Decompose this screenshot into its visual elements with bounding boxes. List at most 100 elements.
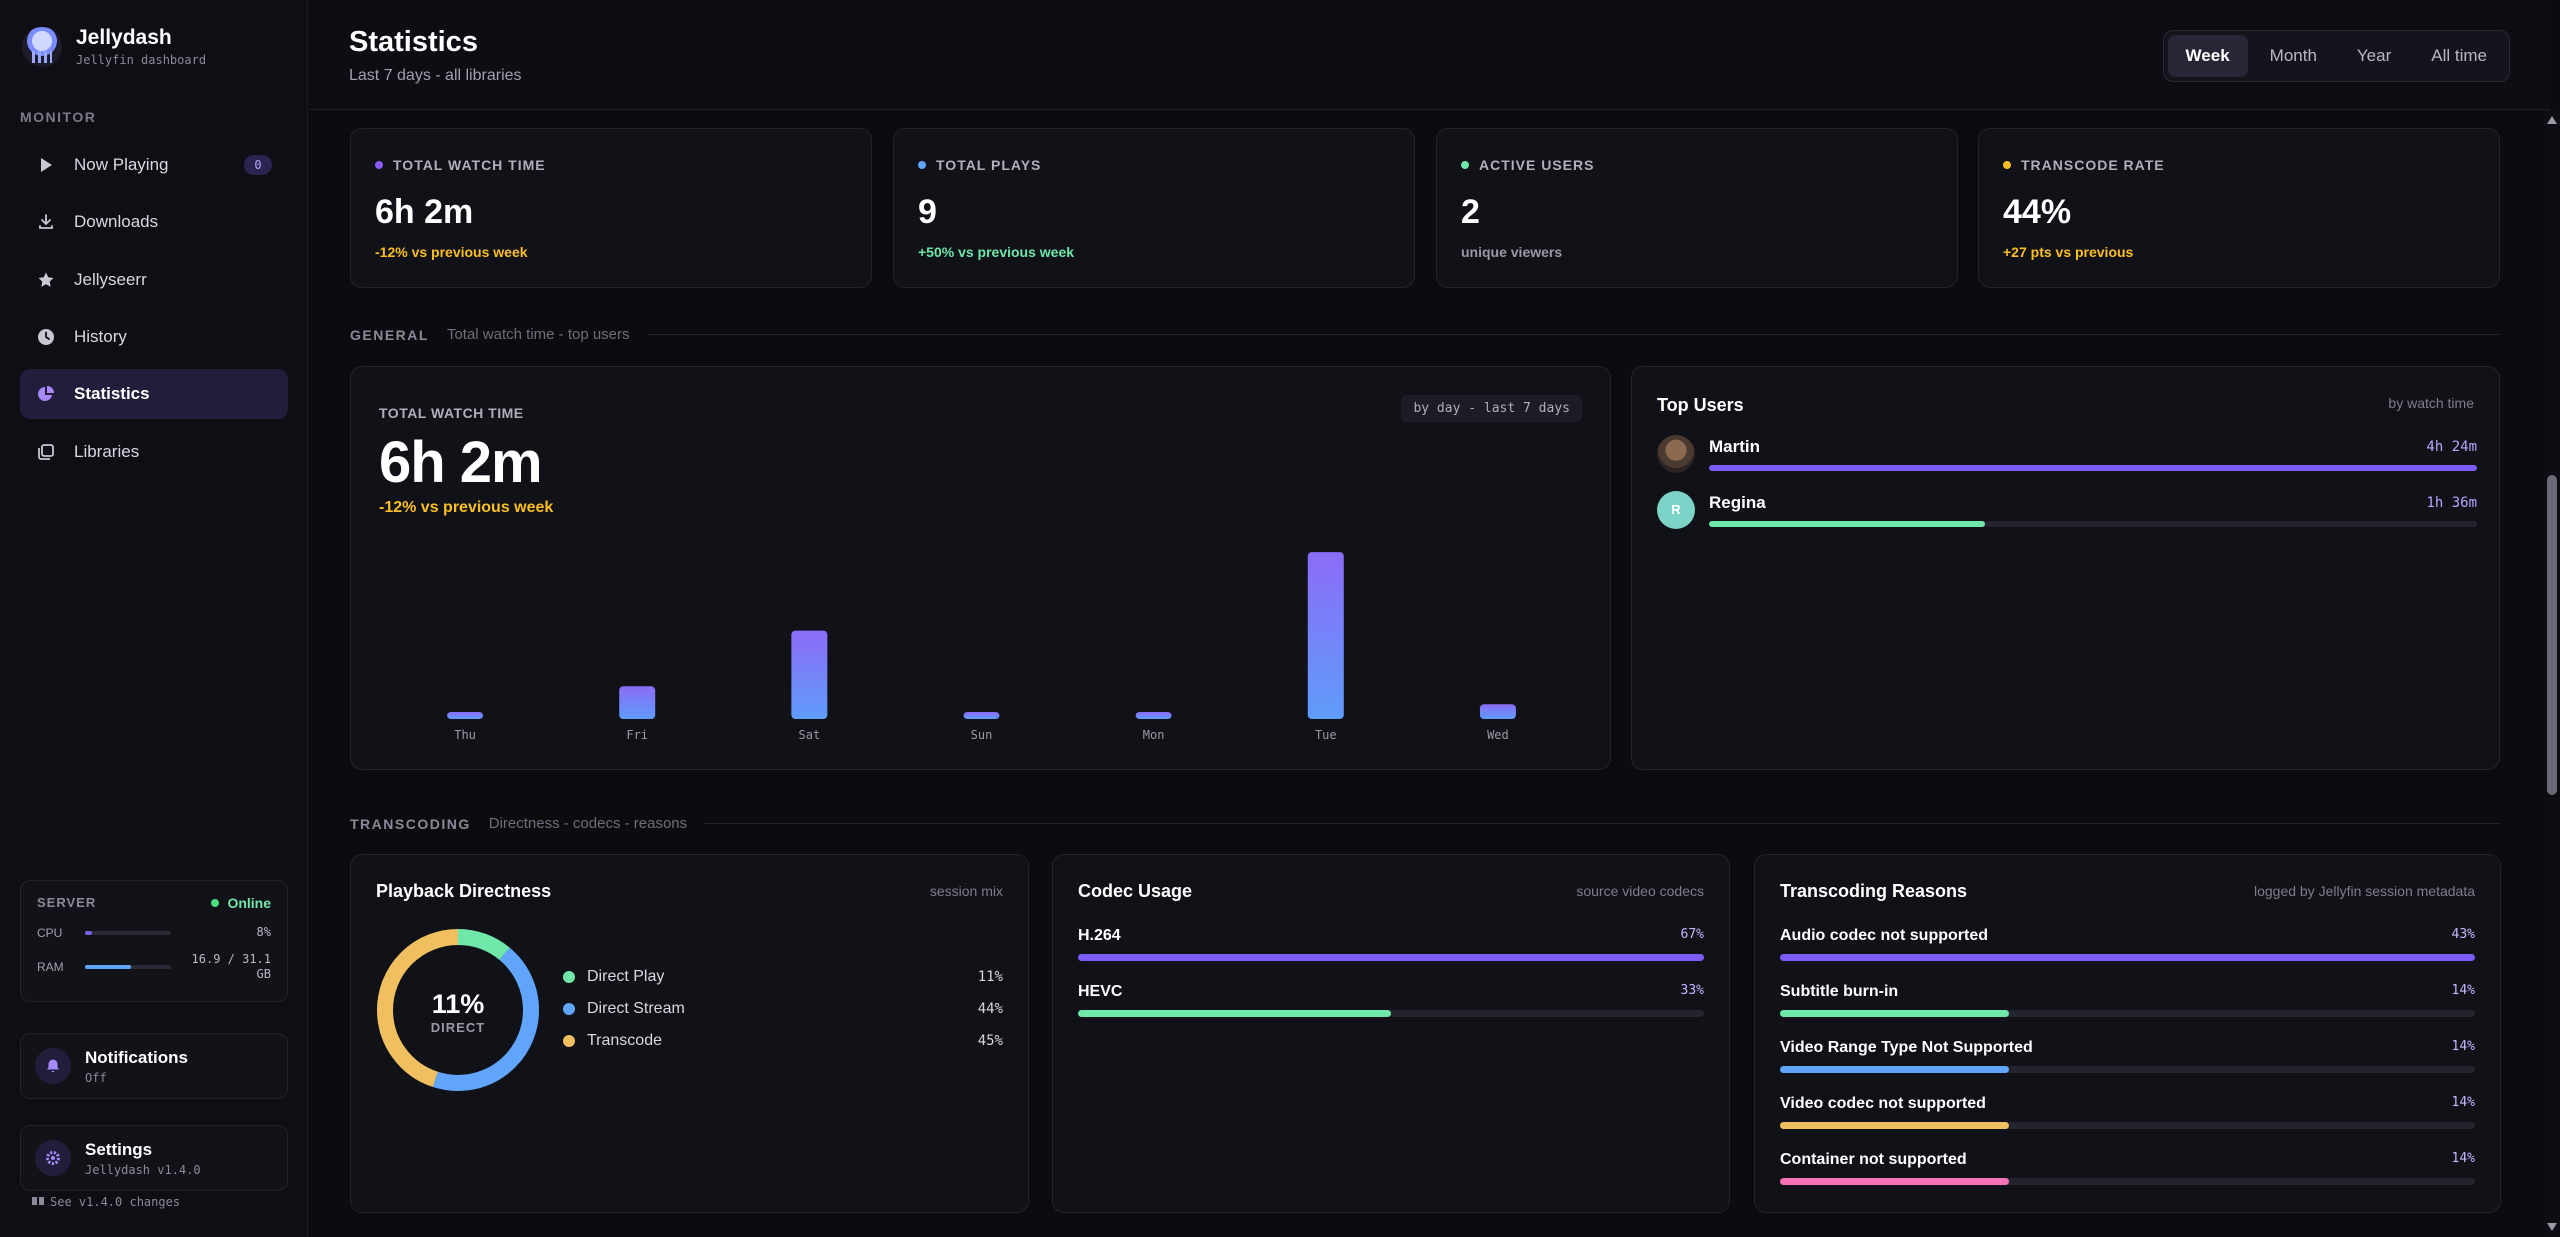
play-icon [36,155,56,175]
top-user-row[interactable]: Martin 4h 24m [1657,435,2477,487]
bar-fill [1078,1010,1391,1017]
watch-time-bar-chart: Thu Fri Sat Sun Mon Tue Wed [447,552,1516,742]
cpu-label: CPU [37,925,63,940]
stat-dot-icon [918,161,926,169]
transcoding-reasons-panel: Transcoding Reasons logged by Jellyfin s… [1754,854,2501,1213]
stat-value: 2 [1461,193,1480,231]
stat-card-watch-time: TOTAL WATCH TIME 6h 2m -12% vs previous … [350,128,872,288]
chart-bar-mon[interactable] [1135,712,1172,719]
chart-delta: -12% vs previous week [379,499,554,516]
sidebar-item-label: Statistics [74,384,150,403]
bar-label: HEVC [1078,983,1123,1000]
chart-tick-label: Thu [454,728,476,742]
avatar [1657,435,1695,473]
changelog-link-label: See v1.4.0 changes [50,1195,181,1209]
sidebar-item-now-playing[interactable]: Now Playing 0 [20,140,288,190]
settings-card[interactable]: Settings Jellydash v1.4.0 [20,1125,288,1191]
user-progress-bar [1709,465,2477,471]
bar-percent: 14% [2451,1151,2475,1166]
sidebar-item-jellyseerr[interactable]: Jellyseerr [20,255,288,305]
page-scrollbar[interactable] [2544,110,2560,1237]
donut-slice-transcode[interactable] [377,929,539,1091]
chart-bar-sat[interactable] [791,630,828,719]
chart-range-chip: by day - last 7 days [1401,395,1582,422]
legend-label: Direct Stream [587,1000,685,1017]
section-divider [705,823,2500,824]
bar-fill [1780,1010,2010,1017]
version-label: Jellydash v1.4.0 [85,1162,201,1177]
stat-label: TOTAL WATCH TIME [393,157,546,173]
chart-total-value: 6h 2m [379,430,543,495]
page-subtitle: Last 7 days - all libraries [349,67,522,84]
legend-label: Direct Play [587,968,665,985]
user-watch-time: 4h 24m [2426,439,2477,455]
general-section-header: GENERAL Total watch time - top users [350,326,2500,343]
stat-label: TRANSCODE RATE [2021,157,2165,173]
bar-percent: 14% [2451,1095,2475,1110]
transcoding-section-header: TRANSCODING Directness - codecs - reason… [350,815,2500,832]
ram-metric: RAM 16.9 / 31.1 GB [37,952,271,982]
user-name: Regina [1709,493,1766,512]
sidebar: Jellydash Jellyfin dashboard MONITOR Now… [0,0,308,1237]
range-tab-month[interactable]: Month [2269,46,2317,65]
brand-subtitle: Jellyfin dashboard [76,53,207,67]
codec-row: HEVC 33% [1078,983,1704,1027]
brand[interactable]: Jellydash Jellyfin dashboard [22,26,206,67]
range-tab-all-time[interactable]: All time [2431,46,2487,65]
legend-item-direct-play: Direct Play 11% [563,965,1003,989]
panel-title: Playback Directness [376,881,552,901]
chart-bar-tue[interactable] [1307,552,1344,719]
chart-tick-label: Mon [1143,728,1165,742]
range-tab-week[interactable]: Week [2167,35,2248,77]
chart-bar-sun[interactable] [963,712,1000,719]
chart-tick-label: Wed [1487,728,1509,742]
bar-label: Subtitle burn-in [1780,983,1899,1000]
page-title: Statistics [349,26,478,58]
donut-slice-direct-stream[interactable] [377,929,539,1091]
sidebar-item-libraries[interactable]: Libraries [20,427,288,477]
reasons-row: Audio codec not supported 43% [1780,927,2475,971]
codec-usage-panel: Codec Usage source video codecs H.264 67%… [1052,854,1730,1213]
panel-note: logged by Jellyfin session metadata [2253,883,2475,899]
stat-value: 9 [918,193,937,231]
chart-bar-fri[interactable] [619,686,656,719]
sidebar-item-label: Libraries [74,442,140,461]
notifications-status: Off [85,1070,107,1085]
sidebar-item-history[interactable]: History [20,312,288,362]
legend-dot-icon [563,1035,575,1047]
page-header: Statistics Last 7 days - all libraries W… [309,0,2550,110]
scrollbar-thumb[interactable] [2547,475,2557,795]
stat-delta: -12% vs previous week [375,244,528,260]
scroll-up-arrow-icon[interactable] [2547,116,2557,124]
bar-label: Audio codec not supported [1780,927,1988,944]
reasons-row: Subtitle burn-in 14% [1780,983,2475,1027]
legend-dot-icon [563,971,575,983]
sidebar-item-downloads[interactable]: Downloads [20,197,288,247]
changelog-link[interactable]: See v1.4.0 changes [32,1195,180,1209]
chart-tick-label: Tue [1315,728,1337,742]
legend-percent: 44% [977,1001,1003,1017]
cpu-metric: CPU 8% [37,925,271,940]
clock-icon [36,327,56,347]
notifications-card[interactable]: Notifications Off [20,1033,288,1099]
top-users-panel: Top Users by watch time Martin 4h 24m R … [1631,366,2500,770]
top-user-row[interactable]: R Regina 1h 36m [1657,491,2477,543]
stat-label: ACTIVE USERS [1479,157,1595,173]
bar-percent: 33% [1680,983,1704,998]
chart-bar-thu[interactable] [447,712,484,719]
sidebar-item-label: Jellyseerr [74,270,147,289]
section-divider [647,334,2500,335]
user-watch-time: 1h 36m [2426,495,2477,511]
codec-row: H.264 67% [1078,927,1704,971]
range-tab-year[interactable]: Year [2356,46,2392,65]
bar-track [1780,954,2475,961]
legend-item-transcode: Transcode 45% [563,1029,1003,1053]
bar-percent: 43% [2451,927,2475,942]
sidebar-item-statistics[interactable]: Statistics [20,369,288,419]
gear-icon [35,1140,71,1176]
stat-dot-icon [375,161,383,169]
scroll-down-arrow-icon[interactable] [2547,1223,2557,1231]
ram-value: 16.9 / 31.1 GB [191,952,271,981]
chart-tick-label: Sat [799,728,821,742]
chart-bar-wed[interactable] [1479,704,1516,719]
